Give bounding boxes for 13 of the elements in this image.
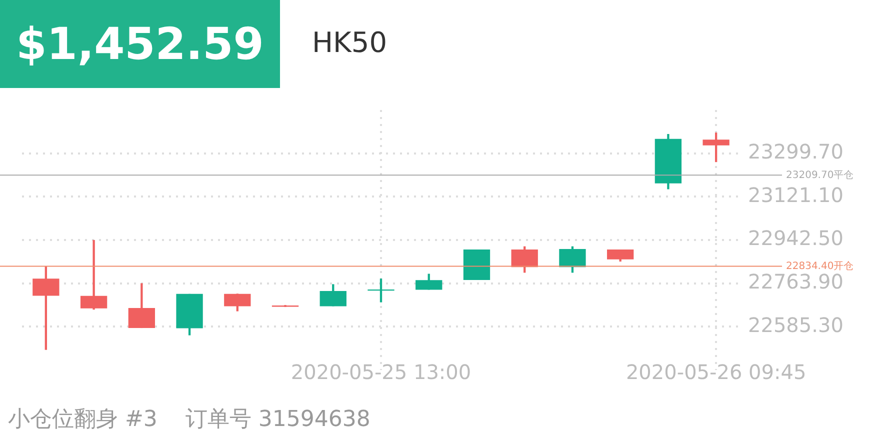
candlestick xyxy=(80,240,108,310)
y-tick-label: 23121.10 xyxy=(748,182,844,207)
ref-line-label: 23209.70平仓 xyxy=(786,168,854,181)
text: 小仓位翻身 #3 订单号 31594638 xyxy=(8,406,370,434)
chart-title: $1,452.59 xyxy=(16,18,264,70)
y-tick-label: 23299.70 xyxy=(748,140,844,164)
y-tick-label: 22763.90 xyxy=(748,270,844,294)
x-tick-label: 2020-05-25 13:00 xyxy=(290,360,472,384)
y-tick-label: 22585.30 xyxy=(748,312,844,337)
x-tick-label: 2020-05-26 09:45 xyxy=(626,360,806,384)
chart-subtitle: HK50 xyxy=(312,26,388,59)
ref-line-label: 22834.40开仓 xyxy=(786,260,854,272)
y-tick-label: 22942.50 xyxy=(748,226,844,250)
